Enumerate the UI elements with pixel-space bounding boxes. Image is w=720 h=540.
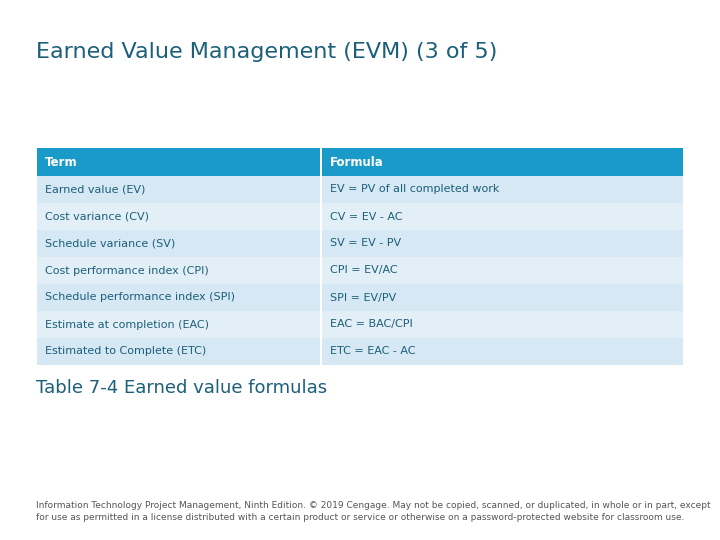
Text: Table 7-4 Earned value formulas: Table 7-4 Earned value formulas: [36, 379, 327, 397]
Text: Formula: Formula: [330, 156, 384, 168]
Bar: [322, 176, 683, 203]
Bar: [37, 176, 320, 203]
Text: CV = EV - AC: CV = EV - AC: [330, 212, 402, 221]
Text: SV = EV - PV: SV = EV - PV: [330, 239, 401, 248]
Text: ETC = EAC - AC: ETC = EAC - AC: [330, 347, 415, 356]
Text: CPI = EV/AC: CPI = EV/AC: [330, 266, 397, 275]
Text: SPI = EV/PV: SPI = EV/PV: [330, 293, 397, 302]
Text: Estimated to Complete (ETC): Estimated to Complete (ETC): [45, 347, 206, 356]
Text: EAC = BAC/CPI: EAC = BAC/CPI: [330, 320, 413, 329]
Text: Estimate at completion (EAC): Estimate at completion (EAC): [45, 320, 209, 329]
Bar: [37, 148, 320, 176]
Bar: [37, 284, 320, 311]
Text: Cost variance (CV): Cost variance (CV): [45, 212, 149, 221]
Bar: [322, 148, 683, 176]
Bar: [322, 338, 683, 365]
Bar: [322, 230, 683, 257]
Text: Schedule variance (SV): Schedule variance (SV): [45, 239, 175, 248]
Text: Earned Value Management (EVM) (3 of 5): Earned Value Management (EVM) (3 of 5): [36, 42, 498, 62]
Text: Cost performance index (CPI): Cost performance index (CPI): [45, 266, 209, 275]
Text: Earned value (EV): Earned value (EV): [45, 185, 145, 194]
Bar: [37, 338, 320, 365]
Bar: [322, 203, 683, 230]
Text: Schedule performance index (SPI): Schedule performance index (SPI): [45, 293, 235, 302]
Text: Term: Term: [45, 156, 78, 168]
Bar: [322, 257, 683, 284]
Text: EV = PV of all completed work: EV = PV of all completed work: [330, 185, 500, 194]
Text: Information Technology Project Management, Ninth Edition. © 2019 Cengage. May no: Information Technology Project Managemen…: [36, 501, 711, 522]
Bar: [322, 284, 683, 311]
Bar: [37, 203, 320, 230]
Bar: [37, 230, 320, 257]
Bar: [37, 257, 320, 284]
Bar: [37, 311, 320, 338]
Bar: [322, 311, 683, 338]
